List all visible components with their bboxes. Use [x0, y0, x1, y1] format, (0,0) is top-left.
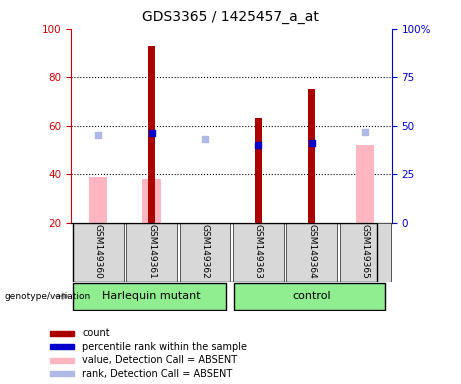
Text: percentile rank within the sample: percentile rank within the sample: [82, 342, 247, 352]
FancyBboxPatch shape: [233, 223, 284, 282]
Bar: [308, 89, 315, 223]
Text: Harlequin mutant: Harlequin mutant: [102, 291, 201, 301]
Text: GSM149360: GSM149360: [94, 224, 103, 279]
Text: GSM149364: GSM149364: [307, 224, 316, 279]
Bar: [50, 344, 74, 349]
Text: rank, Detection Call = ABSENT: rank, Detection Call = ABSENT: [82, 369, 232, 379]
Point: [361, 129, 369, 135]
Text: genotype/variation: genotype/variation: [5, 292, 91, 301]
Point: [148, 130, 155, 136]
Text: count: count: [82, 328, 110, 338]
FancyBboxPatch shape: [234, 283, 385, 310]
FancyBboxPatch shape: [126, 223, 177, 282]
Text: value, Detection Call = ABSENT: value, Detection Call = ABSENT: [82, 355, 237, 365]
Bar: [89, 177, 107, 223]
Bar: [50, 371, 74, 376]
FancyBboxPatch shape: [340, 223, 390, 282]
FancyBboxPatch shape: [286, 223, 337, 282]
Bar: [356, 145, 374, 223]
Bar: [148, 46, 155, 223]
Text: GSM149365: GSM149365: [361, 224, 370, 279]
Bar: [254, 119, 262, 223]
Text: GSM149361: GSM149361: [147, 224, 156, 279]
Point: [254, 142, 262, 148]
Point: [95, 132, 102, 139]
Text: control: control: [292, 291, 331, 301]
Bar: [50, 358, 74, 363]
Point: [308, 140, 315, 146]
FancyBboxPatch shape: [73, 223, 124, 282]
FancyBboxPatch shape: [180, 223, 230, 282]
Text: GSM149363: GSM149363: [254, 224, 263, 279]
FancyBboxPatch shape: [73, 283, 226, 310]
Bar: [142, 179, 161, 223]
Text: GSM149362: GSM149362: [201, 224, 209, 279]
Bar: [50, 331, 74, 336]
Point: [201, 136, 209, 142]
Text: GDS3365 / 1425457_a_at: GDS3365 / 1425457_a_at: [142, 10, 319, 23]
